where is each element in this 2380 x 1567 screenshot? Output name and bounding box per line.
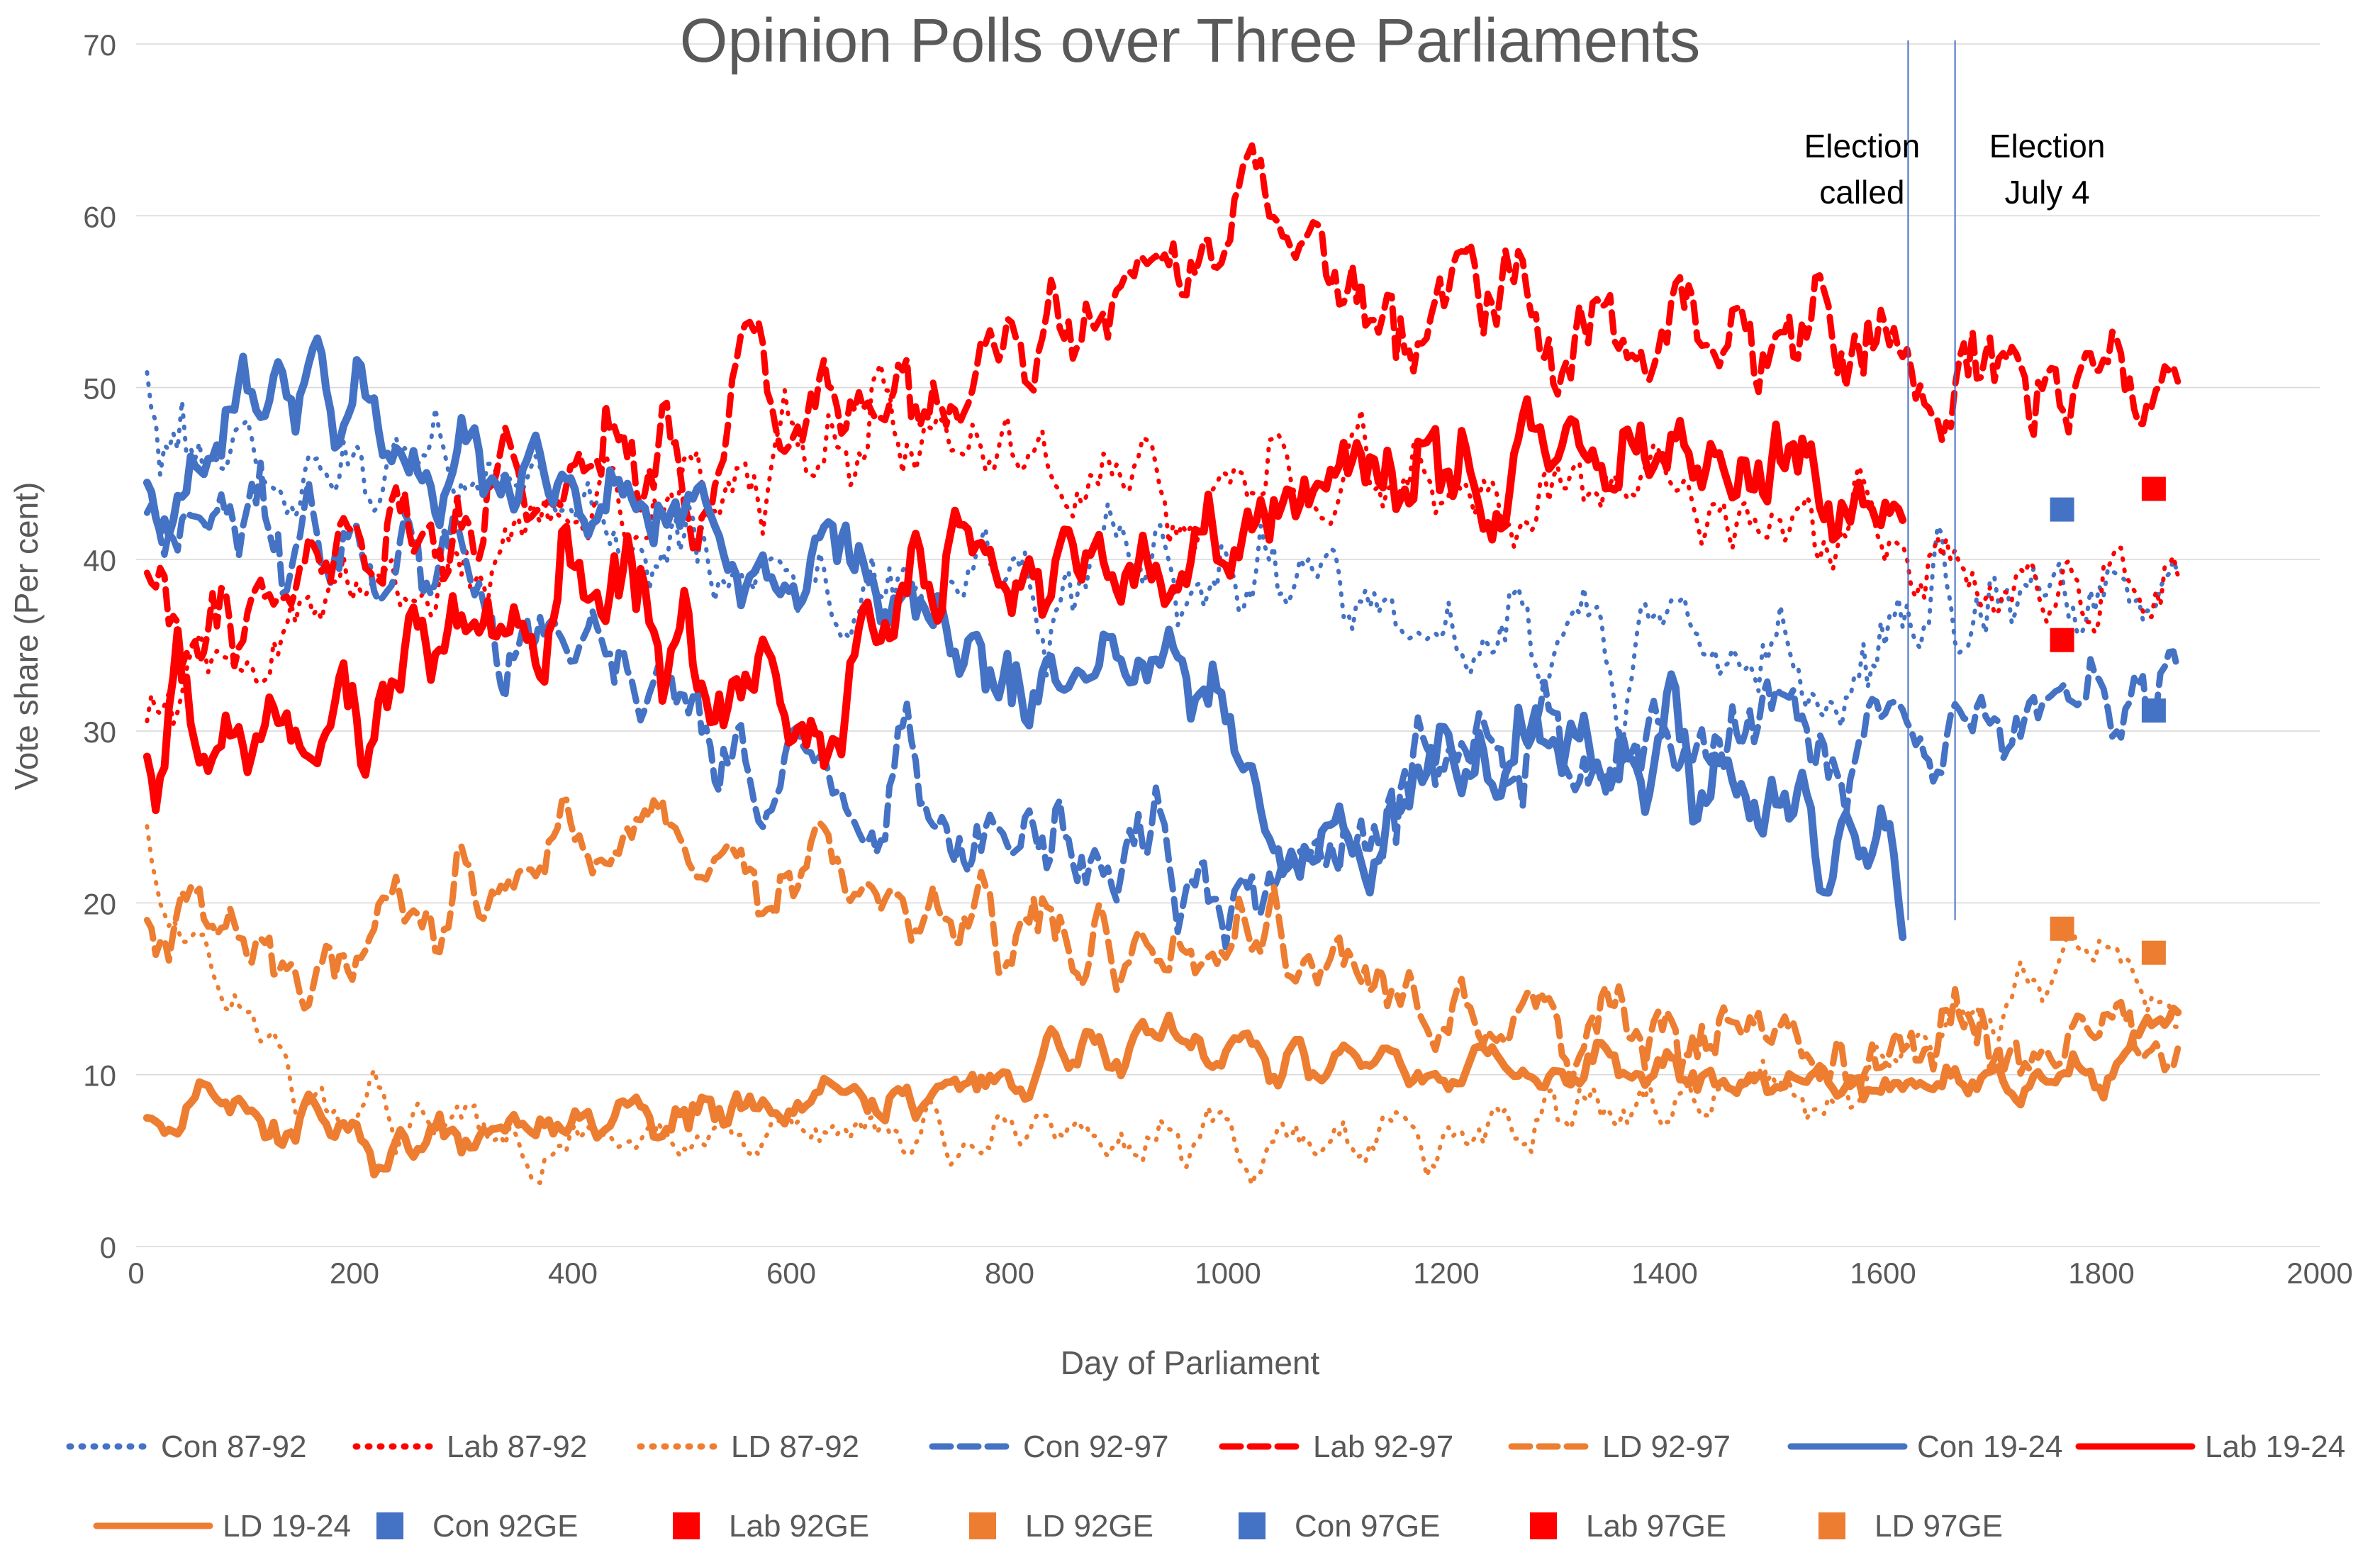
svg-text:July 4: July 4: [2005, 174, 2090, 211]
svg-text:Lab 92-97: Lab 92-97: [1313, 1429, 1453, 1464]
svg-text:60: 60: [83, 200, 116, 233]
svg-text:Con 92GE: Con 92GE: [432, 1509, 578, 1544]
svg-text:400: 400: [548, 1256, 598, 1290]
svg-text:1000: 1000: [1195, 1256, 1261, 1290]
svg-text:1400: 1400: [1631, 1256, 1697, 1290]
svg-text:1800: 1800: [2068, 1256, 2134, 1290]
svg-text:Lab 97GE: Lab 97GE: [1586, 1509, 1726, 1544]
svg-text:LD 92GE: LD 92GE: [1025, 1509, 1153, 1544]
svg-text:10: 10: [83, 1059, 116, 1093]
svg-text:0: 0: [128, 1256, 144, 1290]
svg-text:Lab 87-92: Lab 87-92: [447, 1429, 587, 1464]
svg-text:1200: 1200: [1413, 1256, 1479, 1290]
svg-text:Con 97GE: Con 97GE: [1295, 1509, 1440, 1544]
svg-text:Con 19-24: Con 19-24: [1917, 1429, 2062, 1464]
svg-text:30: 30: [83, 715, 116, 749]
svg-text:LD 92-97: LD 92-97: [1602, 1429, 1731, 1464]
svg-text:LD 87-92: LD 87-92: [731, 1429, 859, 1464]
svg-text:20: 20: [83, 887, 116, 920]
svg-text:800: 800: [985, 1256, 1034, 1290]
svg-text:LD 97GE: LD 97GE: [1875, 1509, 2003, 1544]
svg-text:600: 600: [766, 1256, 816, 1290]
svg-text:Con 92-97: Con 92-97: [1023, 1429, 1168, 1464]
svg-text:50: 50: [83, 372, 116, 406]
svg-text:Lab 92GE: Lab 92GE: [729, 1509, 869, 1544]
svg-text:2000: 2000: [2286, 1256, 2352, 1290]
svg-text:Con 87-92: Con 87-92: [161, 1429, 306, 1464]
svg-text:LD 19-24: LD 19-24: [223, 1509, 351, 1544]
svg-text:0: 0: [100, 1231, 116, 1264]
svg-text:Election: Election: [1804, 128, 1921, 164]
svg-text:1600: 1600: [1850, 1256, 1916, 1290]
svg-text:200: 200: [330, 1256, 379, 1290]
svg-text:Election: Election: [1989, 128, 2106, 164]
svg-text:Lab 19-24: Lab 19-24: [2205, 1429, 2345, 1464]
svg-text:40: 40: [83, 544, 116, 577]
svg-text:called: called: [1819, 174, 1904, 211]
